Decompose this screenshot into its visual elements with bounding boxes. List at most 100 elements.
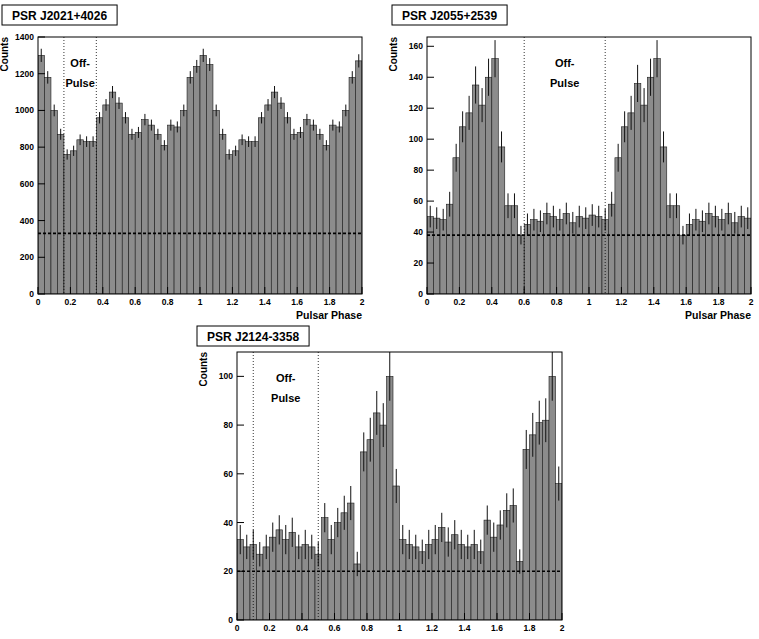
error-bar xyxy=(106,99,107,111)
off-pulse-label: Off- xyxy=(70,57,90,69)
histogram-bar xyxy=(194,66,200,294)
panel: 00.20.40.60.811.21.41.61.820204060801001… xyxy=(388,5,754,321)
y-axis-label: Counts xyxy=(0,37,10,72)
error-bar xyxy=(422,540,423,564)
x-tick-label: 1.2 xyxy=(426,623,438,633)
histogram-bar xyxy=(83,142,89,294)
error-bar xyxy=(370,418,371,462)
y-tick-label: 120 xyxy=(409,103,423,113)
y-tick-label: 80 xyxy=(224,420,234,430)
error-bar xyxy=(337,508,338,537)
histogram-bar xyxy=(453,158,459,294)
error-bar xyxy=(482,88,483,122)
x-tick-label: 0.4 xyxy=(97,297,109,307)
histogram-bar xyxy=(427,217,433,294)
error-bar xyxy=(650,59,651,96)
error-bar xyxy=(125,112,126,123)
error-bar xyxy=(663,131,664,162)
error-bar xyxy=(300,127,301,138)
error-bar xyxy=(493,523,494,552)
histogram-bar xyxy=(51,110,57,294)
histogram-bar xyxy=(479,105,485,294)
error-bar xyxy=(383,403,384,447)
x-tick xyxy=(70,287,71,294)
x-tick xyxy=(135,287,136,294)
histogram-bar xyxy=(297,132,303,294)
histogram-bar xyxy=(634,83,640,294)
y-tick-label: 20 xyxy=(224,566,234,576)
error-bar xyxy=(313,120,314,131)
histogram-bar xyxy=(361,452,368,620)
error-bar xyxy=(298,535,299,559)
error-bar xyxy=(558,467,559,501)
x-tick-label: 0.6 xyxy=(329,623,341,633)
x-tick-label: 2 xyxy=(560,623,565,633)
error-bar xyxy=(715,206,716,228)
error-bar xyxy=(157,129,158,140)
histogram-bar xyxy=(155,134,161,294)
error-bar xyxy=(670,193,671,218)
panel: 00.20.40.60.811.21.41.61.820200400600800… xyxy=(0,5,365,321)
x-tick-label: 0.2 xyxy=(64,297,76,307)
error-bar xyxy=(572,212,573,234)
error-bar xyxy=(138,127,139,138)
histogram-bar xyxy=(505,206,511,294)
error-bar xyxy=(430,206,431,228)
histogram-bar xyxy=(459,127,465,294)
panel: 00.20.40.60.811.21.41.61.82020406080100O… xyxy=(197,326,565,633)
error-bar xyxy=(279,515,280,544)
histogram-bar xyxy=(57,134,63,294)
error-bar xyxy=(467,535,468,559)
error-bar xyxy=(624,111,625,142)
error-bar xyxy=(177,121,178,132)
x-tick-label: 0.8 xyxy=(361,623,373,633)
error-bar xyxy=(462,111,463,142)
error-bar xyxy=(131,129,132,140)
y-axis-label: Counts xyxy=(198,352,209,387)
x-tick-label: 1.4 xyxy=(259,297,271,307)
error-bar xyxy=(240,525,241,554)
error-bar xyxy=(292,518,293,547)
y-tick xyxy=(427,46,434,47)
error-bar xyxy=(268,99,269,111)
plot-frame xyxy=(237,352,562,620)
x-tick-label: 1.6 xyxy=(291,297,303,307)
histogram-bar xyxy=(544,213,550,294)
histogram-bar xyxy=(556,484,563,620)
y-tick-label: 0 xyxy=(29,289,34,299)
x-tick xyxy=(459,287,460,294)
histogram-bar xyxy=(129,134,135,294)
histogram-bar xyxy=(109,92,115,294)
y-tick xyxy=(237,571,244,572)
histogram-bar xyxy=(699,221,705,294)
error-bar xyxy=(60,129,61,140)
error-bar xyxy=(508,193,509,218)
y-tick-label: 140 xyxy=(409,72,423,82)
error-bar xyxy=(164,140,165,150)
y-tick xyxy=(427,139,434,140)
y-tick xyxy=(38,37,45,38)
error-bar xyxy=(324,503,325,532)
histogram-bar xyxy=(550,217,556,294)
histogram-bar xyxy=(557,220,563,294)
y-tick-label: 60 xyxy=(224,469,234,479)
error-bar xyxy=(305,530,306,559)
y-tick-label: 1400 xyxy=(15,32,34,42)
histogram-bar xyxy=(122,118,128,294)
error-bar xyxy=(435,525,436,554)
histogram-bar xyxy=(673,206,679,294)
error-bar xyxy=(611,192,612,217)
error-bar xyxy=(734,212,735,234)
histogram-bar xyxy=(330,125,336,294)
figure: 00.20.40.60.811.21.41.61.820200400600800… xyxy=(0,0,759,639)
error-bar xyxy=(222,129,223,140)
histogram-bar xyxy=(628,113,634,294)
y-tick-label: 100 xyxy=(219,371,233,381)
error-bar xyxy=(469,96,470,130)
error-bar xyxy=(532,413,533,457)
off-pulse-boundary xyxy=(96,37,97,294)
histogram-bar xyxy=(161,145,167,294)
histogram-bar xyxy=(291,134,297,294)
error-bar xyxy=(721,209,722,231)
histogram-bar xyxy=(583,218,589,294)
